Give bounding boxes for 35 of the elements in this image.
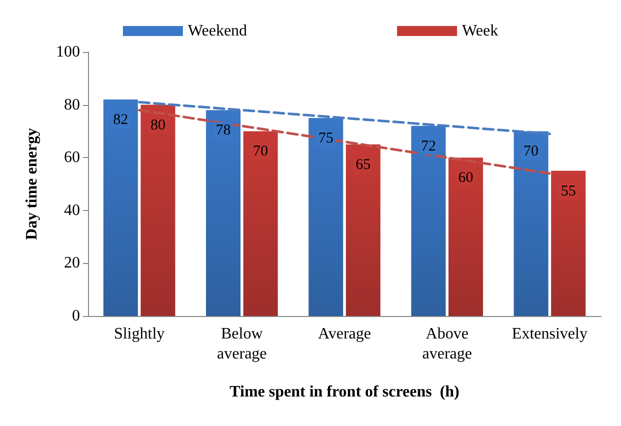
y-tick-label: 100 <box>56 44 80 60</box>
data-label: 78 <box>216 122 231 139</box>
bar <box>551 170 586 316</box>
legend-label: Weekend <box>188 22 248 40</box>
y-tick-label: 60 <box>64 149 80 166</box>
bar <box>243 131 278 316</box>
bar <box>448 158 484 316</box>
y-axis-title: Day time energy <box>24 128 40 240</box>
x-tick-label: Extensively <box>512 326 588 342</box>
legend-label: Week <box>462 22 498 40</box>
data-label: 70 <box>253 144 268 160</box>
bar <box>103 100 138 316</box>
data-label: 72 <box>420 138 436 154</box>
y-tick-label: 0 <box>72 308 80 324</box>
data-label: 70 <box>524 144 539 160</box>
data-label: 82 <box>113 112 128 128</box>
y-tick-label: 20 <box>64 254 80 272</box>
data-label: 80 <box>150 117 166 134</box>
y-tick-label: 40 <box>64 202 80 219</box>
bar <box>206 110 241 316</box>
bar <box>411 126 446 316</box>
x-tick-label: Slightly <box>114 326 165 342</box>
data-label: 55 <box>560 183 576 200</box>
bar <box>346 144 380 316</box>
x-tick-label: Above average <box>422 326 472 362</box>
data-label: 65 <box>356 156 371 173</box>
bar <box>514 131 548 316</box>
data-label: 75 <box>318 130 334 146</box>
bar <box>140 104 176 316</box>
bar <box>308 118 344 316</box>
x-tick-label: Below average <box>217 326 267 362</box>
data-label: 60 <box>458 170 474 186</box>
x-tick-label: Average <box>318 326 371 342</box>
x-axis-title: Time spent in front of screens (h) <box>230 384 460 400</box>
y-tick-label: 80 <box>64 96 80 114</box>
